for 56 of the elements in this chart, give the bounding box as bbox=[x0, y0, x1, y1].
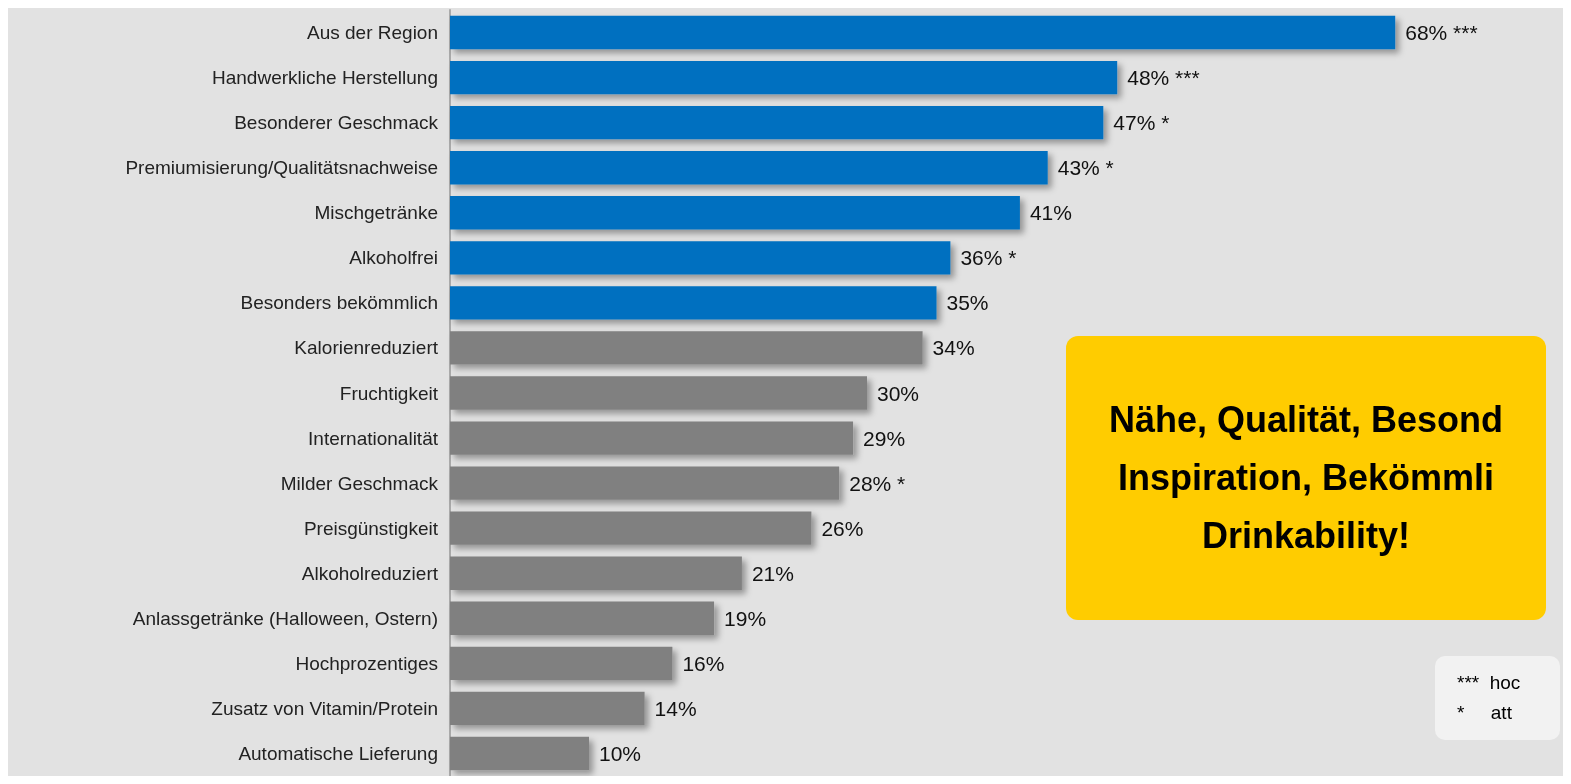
bar bbox=[450, 601, 715, 635]
data-label: 34% bbox=[932, 336, 975, 360]
bar bbox=[450, 421, 854, 455]
data-label: 35% bbox=[946, 291, 989, 315]
y-tick-label: Handwerkliche Herstellung bbox=[212, 67, 438, 89]
bar bbox=[450, 691, 645, 726]
bar bbox=[450, 511, 812, 545]
data-label: 19% bbox=[724, 606, 767, 630]
y-tick-label: Alkoholfrei bbox=[349, 247, 438, 269]
y-tick-label: Fruchtigkeit bbox=[339, 382, 439, 404]
annotation: Inspiration, Bekömmli bbox=[1117, 456, 1495, 500]
bar bbox=[450, 556, 742, 590]
y-tick-label: Milder Geschmack bbox=[280, 472, 439, 494]
y-tick-label: Besonders bekömmlich bbox=[240, 292, 438, 314]
y-tick-label: Anlassgetränke (Halloween, Ostern) bbox=[132, 607, 438, 629]
y-tick-label: Automatische Lieferung bbox=[238, 742, 438, 764]
key-box: *** hoc * att bbox=[1435, 656, 1560, 740]
y-tick-label: Internationalität bbox=[308, 427, 439, 449]
data-label: 41% bbox=[1029, 201, 1072, 225]
y-tick-label: Hochprozentiges bbox=[295, 652, 438, 674]
data-label: 68% *** bbox=[1405, 21, 1478, 45]
annotation: Drinkability! bbox=[1201, 514, 1411, 558]
bar bbox=[450, 151, 1048, 185]
data-label: 29% bbox=[863, 426, 906, 450]
y-tick-label: Mischgetränke bbox=[314, 202, 438, 224]
bar bbox=[450, 105, 1104, 140]
bar bbox=[450, 646, 673, 681]
bar bbox=[450, 466, 840, 500]
y-tick-label: Kalorienreduziert bbox=[294, 337, 439, 359]
bar bbox=[450, 196, 1020, 230]
bar bbox=[450, 15, 1396, 50]
data-label: 16% bbox=[682, 651, 725, 675]
y-tick-label: Aus der Region bbox=[307, 22, 438, 44]
bar bbox=[450, 331, 923, 365]
data-label: 21% bbox=[751, 561, 794, 585]
bar bbox=[450, 376, 867, 410]
bar bbox=[450, 286, 937, 320]
note-box: Nähe, Qualität, Besond Inspiration, Bekömmli Drinkability! bbox=[1066, 336, 1546, 620]
data-label: 30% bbox=[877, 381, 920, 405]
data-label: 28% * bbox=[849, 471, 906, 495]
data-label: 14% bbox=[654, 696, 697, 720]
y-tick-label: Alkoholreduziert bbox=[301, 562, 439, 584]
data-label: 47% * bbox=[1113, 111, 1170, 135]
data-label: 48% *** bbox=[1127, 66, 1200, 90]
data-label: 43% * bbox=[1057, 156, 1114, 180]
data-label: 36% * bbox=[960, 246, 1017, 270]
bar bbox=[450, 241, 951, 275]
y-tick-label: Premiumisierung/Qualitätsnachweise bbox=[125, 157, 438, 179]
y-tick-label: Zusatz von Vitamin/Protein bbox=[211, 697, 438, 719]
bar bbox=[450, 60, 1118, 95]
data-label: 26% bbox=[821, 516, 864, 540]
data-label: 10% bbox=[599, 741, 642, 765]
y-tick-label: Besonderer Geschmack bbox=[234, 112, 439, 134]
bar bbox=[450, 736, 589, 771]
y-tick-label: Preisgünstigkeit bbox=[303, 517, 439, 539]
annotation: Nähe, Qualität, Besond bbox=[1108, 398, 1504, 442]
